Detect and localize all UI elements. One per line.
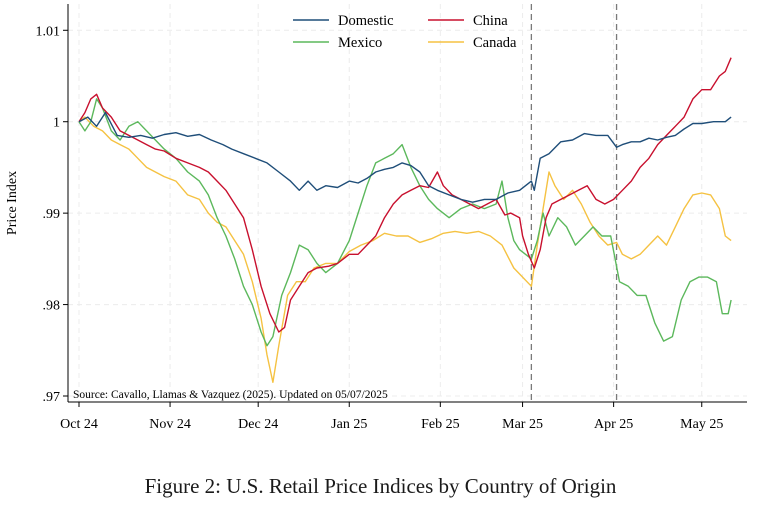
y-tick-label: 1.01 xyxy=(36,24,61,39)
series-line-canada xyxy=(78,116,732,383)
x-tick-label: Oct 24 xyxy=(60,417,98,432)
y-axis-label: Price Index xyxy=(5,171,20,235)
y-ticks: .97 .98 .99 1 1.01 xyxy=(36,24,68,405)
series-lines xyxy=(78,57,732,383)
x-tick-label: Nov 24 xyxy=(149,417,191,432)
source-annotation: Source: Cavallo, Llamas & Vazquez (2025)… xyxy=(73,389,388,401)
price-index-chart: .97 .98 .99 1 1.01 Oct 24 Nov 24 Dec 24 Jan 25 F… xyxy=(5,4,747,432)
x-tick-label: May 25 xyxy=(680,417,723,432)
legend: Domestic China Mexico Canada xyxy=(293,13,517,51)
axes xyxy=(67,4,747,403)
series-line-china xyxy=(78,57,732,333)
y-tick-label: .97 xyxy=(43,390,61,405)
x-tick-label: Mar 25 xyxy=(502,417,543,432)
series-line-mexico xyxy=(78,98,732,347)
event-lines xyxy=(530,4,618,402)
legend-label-canada: Canada xyxy=(473,35,517,51)
series-line-domestic xyxy=(78,111,732,203)
y-tick-label: 1 xyxy=(53,116,60,131)
legend-label-mexico: Mexico xyxy=(338,35,382,51)
x-tick-label: Dec 24 xyxy=(238,417,278,432)
legend-label-domestic: Domestic xyxy=(338,13,394,29)
y-tick-label: .99 xyxy=(43,207,61,222)
x-ticks: Oct 24 Nov 24 Dec 24 Jan 25 Feb 25 Mar 25 Apr … xyxy=(60,402,723,432)
y-tick-label: .98 xyxy=(43,299,61,314)
x-tick-label: Apr 25 xyxy=(594,417,633,432)
plot-area xyxy=(68,4,747,402)
figure-caption: Figure 2: U.S. Retail Price Indices by C… xyxy=(144,474,617,498)
legend-label-china: China xyxy=(473,13,508,29)
grid xyxy=(68,4,747,402)
x-tick-label: Jan 25 xyxy=(331,417,367,432)
x-tick-label: Feb 25 xyxy=(421,417,460,432)
